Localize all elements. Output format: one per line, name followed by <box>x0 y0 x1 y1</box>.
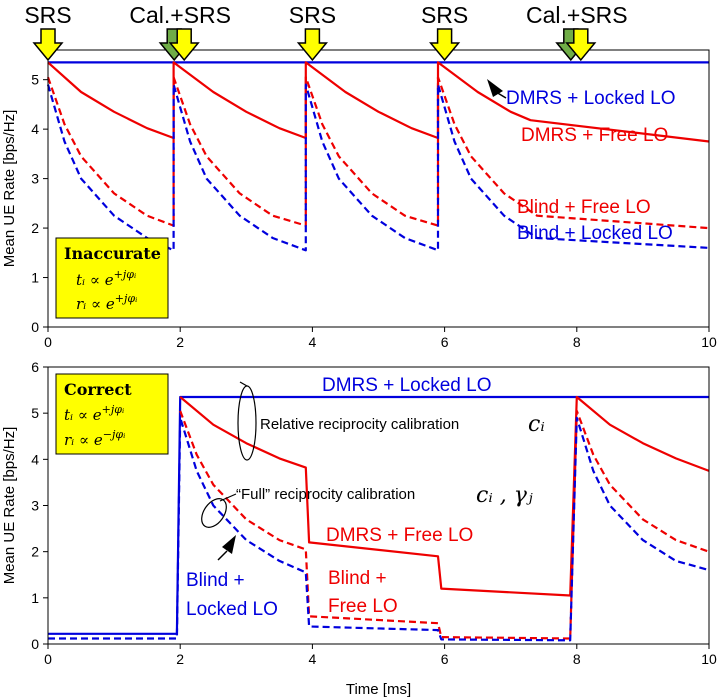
label-bot-blind-free-1: Blind + <box>328 568 387 589</box>
x-tick-label: 8 <box>573 651 581 667</box>
x-tick-label: 8 <box>573 334 581 350</box>
y-axis-label: Mean UE Rate [bps/Hz] <box>1 427 18 585</box>
bottom-panel: 0 2 4 6 8 10 0 1 2 3 4 5 6 Mean UE Rate [bps/Hz] Time … <box>1 359 717 698</box>
yellow-arrow <box>429 28 461 62</box>
yellow-arrow <box>296 28 328 62</box>
info-box-title: Correct <box>64 380 132 399</box>
info-box-title: Inaccurate <box>64 244 161 263</box>
x-axis-label: Time [ms] <box>346 681 411 698</box>
series-blind-locked-lo <box>48 416 710 642</box>
series-blind-free-lo <box>179 409 710 640</box>
series-dmrs-free-lo <box>179 395 710 597</box>
y-tick-label: 2 <box>31 544 39 560</box>
top-panel: 0 2 4 6 8 10 0 1 2 3 4 5 Mean UE Rate [bps/Hz] <box>1 49 717 350</box>
x-tick-label: 6 <box>441 651 449 667</box>
series-dmrs-locked-lo <box>48 395 709 635</box>
event-label: Cal.+SRS <box>526 2 628 28</box>
label-bot-blind-free-2: Free LO <box>328 596 398 617</box>
pointer-arrow-bottom-stem <box>217 550 228 561</box>
y-axis-label: Mean UE Rate [bps/Hz] <box>1 110 18 268</box>
label-top-dmrs-locked: DMRS + Locked LO <box>506 88 676 109</box>
y-tick-label: 5 <box>31 405 39 421</box>
x-tick-label: 2 <box>176 334 184 350</box>
series-blind-free-lo <box>46 76 710 230</box>
yellow-arrow <box>565 28 597 62</box>
x-tick-label: 4 <box>309 334 317 350</box>
info-box-line1: tᵢ ∝ e+jφᵢ <box>64 403 124 424</box>
label-bot-blind-locked-1: Blind + <box>186 570 245 591</box>
srs-events: SRS Cal.+SRS SRS SRS Cal.+SRS <box>24 2 628 62</box>
info-box-line2: rᵢ ∝ e+jφᵢ <box>76 292 137 313</box>
x-tick-label: 2 <box>176 651 184 667</box>
event-label: SRS <box>421 2 468 28</box>
label-top-blind-locked: Blind + Locked LO <box>517 223 673 244</box>
x-tick-label: 6 <box>441 334 449 350</box>
label-bot-dmrs-free: DMRS + Free LO <box>326 525 473 546</box>
x-tick-label: 10 <box>701 334 717 350</box>
pointer-arrow-top-stem <box>495 91 507 99</box>
y-tick-label: 4 <box>31 121 39 137</box>
axes-frame <box>47 49 710 328</box>
x-tick-label: 10 <box>701 651 717 667</box>
label-top-blind-free: Blind + Free LO <box>517 197 651 218</box>
y-tick-label: 3 <box>31 171 39 187</box>
annotation-full-text: “Full” reciprocity calibration <box>236 486 415 503</box>
info-box-line1: tᵢ ∝ e+jφᵢ <box>76 268 136 289</box>
annotation-full-calibration: “Full” reciprocity calibration cᵢ , γⱼ <box>201 483 533 561</box>
pointer-arrow-top <box>487 79 503 97</box>
yellow-arrow <box>32 28 64 62</box>
y-tick-label: 1 <box>31 590 39 606</box>
series-blind-locked-lo <box>46 83 710 252</box>
info-box-inaccurate: Inaccurate tᵢ ∝ e+jφᵢ rᵢ ∝ e+jφᵢ <box>55 237 169 319</box>
y-tick-label: 2 <box>31 220 39 236</box>
annotation-relative-symbol: cᵢ <box>528 412 545 437</box>
y-tick-label: 0 <box>31 319 39 335</box>
annotation-relative-calibration: Relative reciprocity calibration cᵢ <box>237 381 545 461</box>
yellow-arrow <box>168 28 200 62</box>
event-label: Cal.+SRS <box>129 2 231 28</box>
y-tick-label: 4 <box>31 451 39 467</box>
pointer-arrow-bottom <box>222 535 236 554</box>
annotation-relative-text: Relative reciprocity calibration <box>260 416 459 433</box>
info-box-correct: Correct tᵢ ∝ e+jφᵢ rᵢ ∝ e−jφᵢ <box>55 373 169 455</box>
annotation-tail-relative <box>239 381 248 387</box>
event-label: SRS <box>289 2 336 28</box>
y-tick-label: 0 <box>31 636 39 652</box>
x-tick-label: 0 <box>44 651 52 667</box>
label-bot-dmrs-locked: DMRS + Locked LO <box>322 375 492 396</box>
label-top-dmrs-free: DMRS + Free LO <box>521 125 668 146</box>
info-box-line2: rᵢ ∝ e−jφᵢ <box>64 428 125 449</box>
x-tick-label: 4 <box>309 651 317 667</box>
x-tick-label: 0 <box>44 334 52 350</box>
y-tick-label: 5 <box>31 72 39 88</box>
event-label: SRS <box>24 2 71 28</box>
annotation-tail-full <box>219 493 237 502</box>
y-tick-label: 6 <box>31 359 39 375</box>
label-bot-blind-locked-2: Locked LO <box>186 599 278 620</box>
y-tick-label: 3 <box>31 498 39 514</box>
annotation-full-symbol: cᵢ , γⱼ <box>476 483 533 508</box>
y-tick-label: 1 <box>31 270 39 286</box>
